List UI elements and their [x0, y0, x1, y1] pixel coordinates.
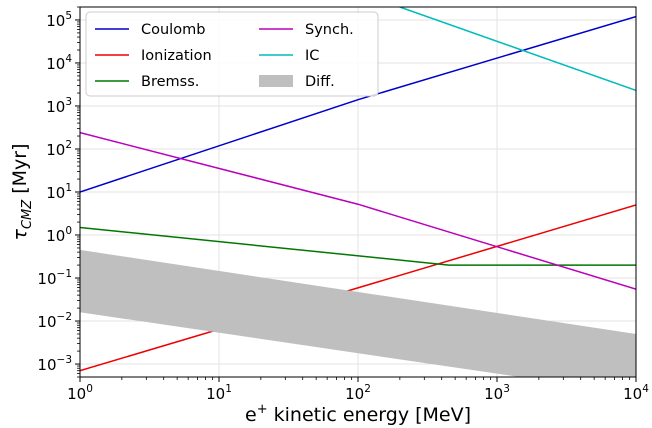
- legend-label-bremss: Bremss.: [141, 74, 199, 90]
- y-axis-title: τCMZ [Myr]: [9, 144, 35, 241]
- y-tick-label: 101: [46, 182, 72, 202]
- legend-swatch-diff: [259, 75, 293, 87]
- legend-label-diff: Diff.: [305, 74, 335, 90]
- y-axis-title-symbol: τ: [9, 228, 31, 240]
- y-tick-exponent: 4: [65, 53, 72, 65]
- x-axis-title-pre: e: [245, 404, 257, 426]
- series-coulomb-line: [80, 15, 636, 193]
- legend: Coulomb Ionization Bremss. Synch. IC Diff.: [85, 11, 379, 97]
- y-tick-base: 10: [46, 98, 65, 116]
- y-axis-title-sub: CMZ: [20, 199, 35, 229]
- y-tick-exponent: 3: [65, 96, 72, 108]
- y-tick-base: 10: [46, 184, 65, 202]
- x-tick-base: 10: [484, 385, 503, 403]
- y-tick-label: 10−2: [37, 311, 72, 331]
- x-tick-exponent: 0: [86, 383, 93, 395]
- y-tick-exponent: −2: [57, 311, 72, 323]
- y-tick-exponent: 2: [65, 139, 72, 151]
- plot-area: [80, 7, 636, 377]
- x-tick-base: 10: [345, 385, 364, 403]
- x-tick-exponent: 4: [642, 383, 649, 395]
- x-tick-exponent: 3: [503, 383, 510, 395]
- y-tick-label: 103: [46, 96, 72, 116]
- legend-label-synch: Synch.: [305, 22, 354, 38]
- x-axis-title-post: kinetic energy [MeV]: [268, 404, 471, 426]
- y-tick-base: 10: [46, 141, 65, 159]
- y-tick-label: 100: [46, 225, 72, 245]
- x-tick-base: 10: [67, 385, 86, 403]
- x-tick-label: 100: [67, 383, 93, 403]
- y-tick-exponent: −3: [57, 354, 72, 366]
- legend-label-coulomb: Coulomb: [141, 22, 205, 38]
- y-tick-exponent: 5: [65, 10, 72, 22]
- y-tick-exponent: 1: [65, 182, 72, 194]
- y-tick-base: 10: [46, 55, 65, 73]
- x-tick-label: 104: [623, 383, 649, 403]
- y-tick-label: 10−3: [37, 354, 72, 374]
- y-tick-base: 10: [46, 12, 65, 30]
- y-tick-base: 10: [37, 270, 56, 288]
- axis-ticks: 100 101 102 103 10410−310−210−11001011021031…: [37, 6, 649, 403]
- x-tick-label: 103: [484, 383, 510, 403]
- x-tick-base: 10: [623, 385, 642, 403]
- series-ionization-line: [80, 204, 636, 372]
- series-synch-line: [80, 131, 636, 290]
- x-tick-exponent: 1: [225, 383, 232, 395]
- y-tick-label: 10−1: [37, 268, 72, 288]
- x-tick-label: 101: [206, 383, 232, 403]
- y-axis-title-post: [Myr]: [9, 144, 31, 200]
- y-tick-label: 102: [46, 139, 72, 159]
- y-tick-label: 105: [46, 10, 72, 30]
- x-axis-title: e+ kinetic energy [MeV]: [245, 402, 471, 426]
- series-bremss-line: [80, 226, 636, 266]
- y-tick-base: 10: [37, 356, 56, 374]
- legend-label-ic: IC: [305, 48, 319, 64]
- y-tick-exponent: 0: [65, 225, 72, 237]
- y-tick-exponent: −1: [57, 268, 72, 280]
- x-tick-label: 102: [345, 383, 371, 403]
- legend-label-ionization: Ionization: [141, 48, 212, 64]
- x-tick-exponent: 2: [364, 383, 371, 395]
- series-diff-band: [80, 249, 636, 377]
- y-tick-base: 10: [37, 313, 56, 331]
- legend-box: [85, 11, 379, 97]
- y-tick-label: 104: [46, 53, 72, 73]
- y-tick-base: 10: [46, 227, 65, 245]
- series-ic-line: [399, 7, 636, 92]
- x-tick-base: 10: [206, 385, 225, 403]
- x-axis-title-sup: +: [257, 402, 268, 417]
